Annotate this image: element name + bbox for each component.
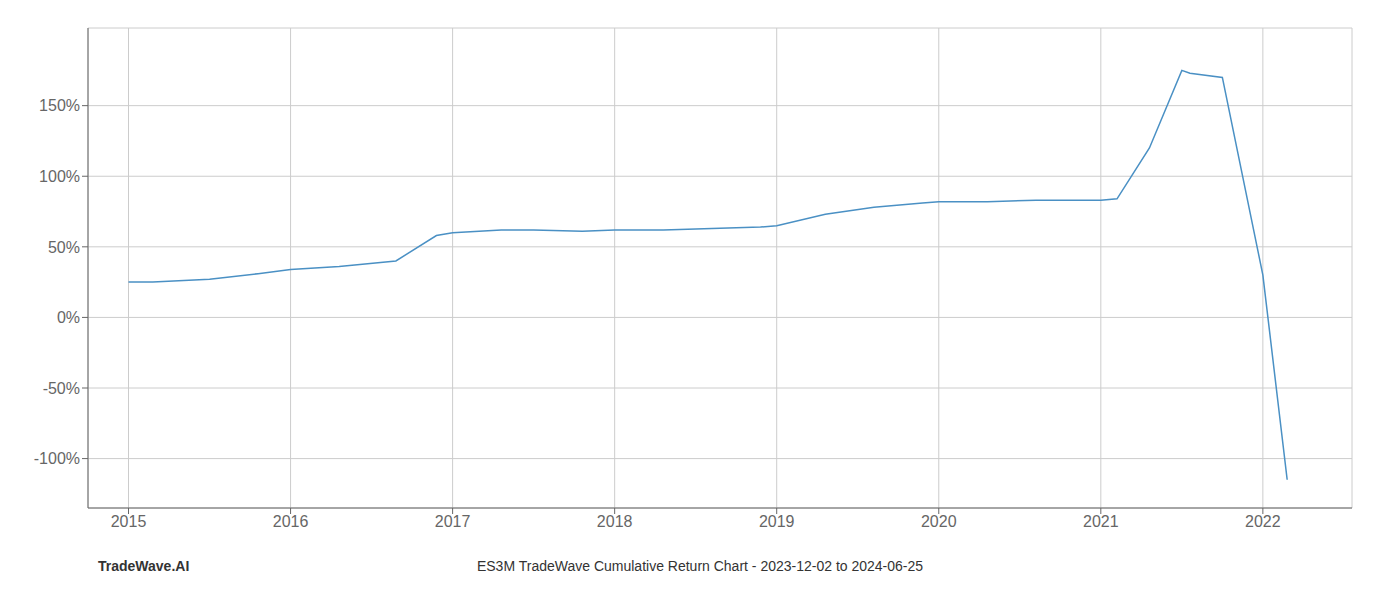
svg-text:-50%: -50% [43,380,80,397]
svg-text:150%: 150% [39,97,80,114]
svg-text:2015: 2015 [111,513,147,530]
svg-text:0%: 0% [57,309,80,326]
html-text:TradeWave.AI: TradeWave.AI [98,558,190,574]
svg-text:2018: 2018 [597,513,633,530]
svg-text:2019: 2019 [759,513,795,530]
svg-text:-100%: -100% [34,450,80,467]
svg-text:2020: 2020 [921,513,957,530]
html-text:ES3M TradeWave Cumulative Retu: ES3M TradeWave Cumulative Return Chart -… [476,558,924,574]
svg-text:2021: 2021 [1083,513,1119,530]
svg-text:50%: 50% [48,239,80,256]
svg-text:100%: 100% [39,168,80,185]
svg-text:2016: 2016 [273,513,309,530]
svg-text:2022: 2022 [1245,513,1281,530]
svg-text:2017: 2017 [435,513,471,530]
